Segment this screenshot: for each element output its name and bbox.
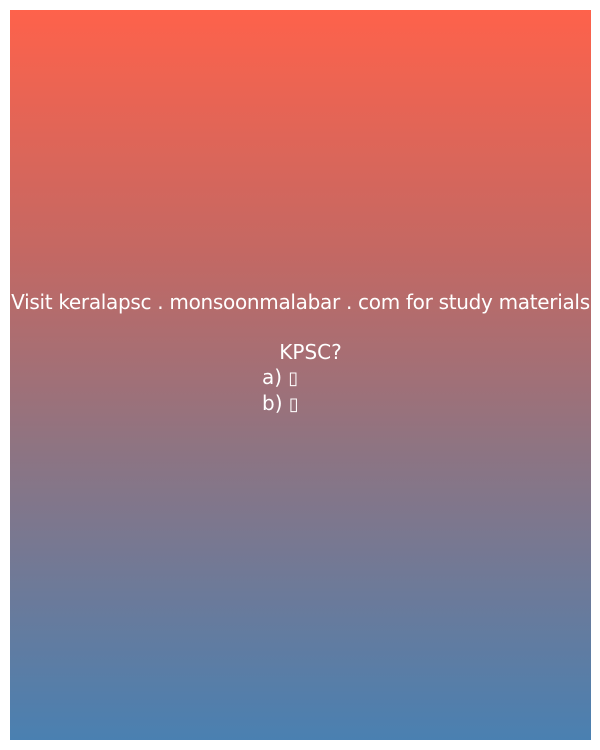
option-b-text: ▯	[288, 394, 299, 415]
quiz-content: Visit keralapsc . monsoonmalabar . com f…	[10, 290, 591, 417]
promo-text: Visit keralapsc . monsoonmalabar . com f…	[11, 290, 590, 314]
option-a: a) ▯	[10, 365, 591, 391]
option-b: b) ▯	[10, 391, 591, 417]
quiz-card: Visit keralapsc . monsoonmalabar . com f…	[10, 10, 591, 740]
option-b-prefix: b)	[262, 391, 283, 415]
spacer	[10, 315, 591, 340]
question-text: KPSC?	[279, 340, 342, 364]
option-a-prefix: a)	[262, 365, 283, 389]
option-a-text: ▯	[288, 368, 299, 389]
